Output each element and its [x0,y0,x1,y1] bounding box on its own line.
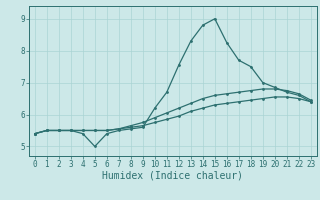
X-axis label: Humidex (Indice chaleur): Humidex (Indice chaleur) [102,171,243,181]
